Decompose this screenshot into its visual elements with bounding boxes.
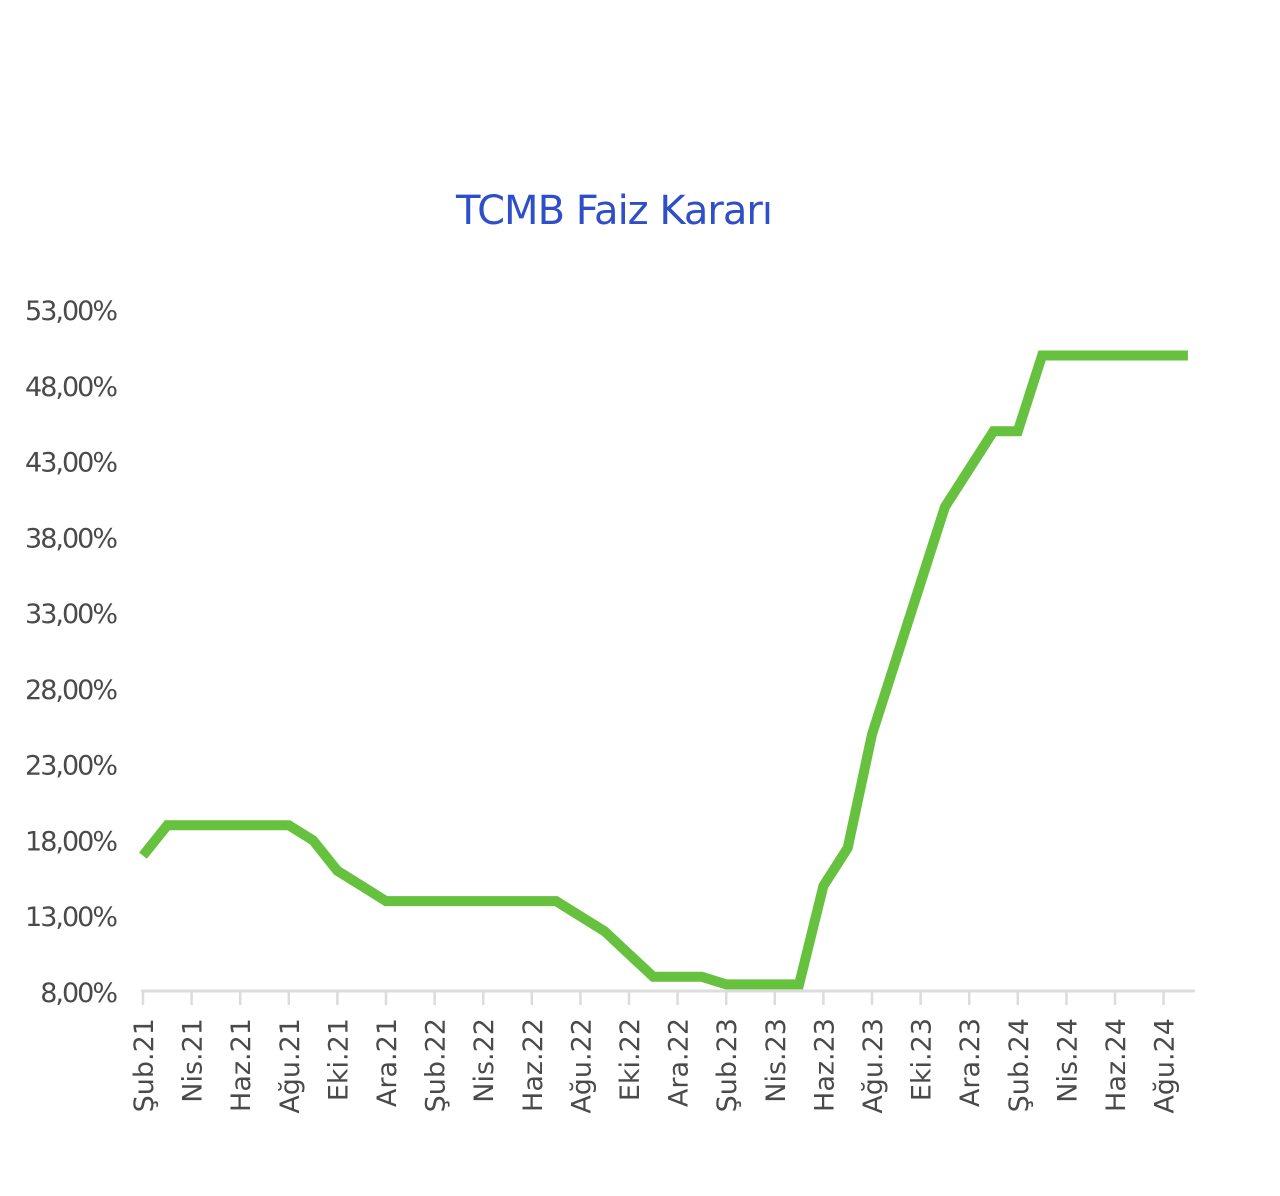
x-tick-label: Nis.24 xyxy=(1052,1018,1083,1103)
x-tick-label: Şub.24 xyxy=(1004,1018,1035,1112)
x-tick-label: Haz.23 xyxy=(809,1018,840,1112)
y-tick-label: 8,00% xyxy=(40,978,117,1009)
y-tick-label: 18,00% xyxy=(25,826,117,857)
x-tick-label: Ağu.24 xyxy=(1150,1018,1181,1114)
y-tick-label: 33,00% xyxy=(25,599,117,630)
x-tick-label: Şub.22 xyxy=(421,1018,452,1112)
x-tick-label: Ara.21 xyxy=(372,1018,403,1107)
y-tick-label: 38,00% xyxy=(25,523,117,554)
chart-title: TCMB Faiz Kararı xyxy=(456,188,773,234)
x-tick-label: Eki.21 xyxy=(323,1018,354,1101)
x-tick-label: Haz.24 xyxy=(1101,1018,1132,1112)
y-tick-label: 48,00% xyxy=(25,372,117,403)
data-line xyxy=(139,350,1188,990)
y-tick-label: 23,00% xyxy=(25,751,117,782)
x-tick-label: Haz.21 xyxy=(226,1018,257,1112)
x-tick-label: Şub.23 xyxy=(712,1018,743,1112)
x-tick-label: Ara.22 xyxy=(664,1018,695,1107)
x-tick-label: Nis.22 xyxy=(469,1018,500,1103)
y-tick-label: 43,00% xyxy=(25,448,117,479)
x-tick-label: Ağu.23 xyxy=(858,1018,889,1114)
y-tick-label: 13,00% xyxy=(25,902,117,933)
plot-area xyxy=(139,350,1188,990)
x-tick-label: Ağu.21 xyxy=(275,1018,306,1114)
y-tick-label: 28,00% xyxy=(25,675,117,706)
x-tick-label: Nis.21 xyxy=(178,1018,209,1103)
y-tick-label: 53,00% xyxy=(25,296,117,327)
x-tick-label: Ara.23 xyxy=(955,1018,986,1107)
x-tick-label: Şub.21 xyxy=(129,1018,160,1112)
x-axis: Şub.21 Nis.21 Haz.21 Ağu.21 Eki.21 Ara.21 Şub.… xyxy=(129,989,1195,1114)
x-tick-label: Ağu.22 xyxy=(566,1018,597,1114)
y-axis: 53,00% 48,00% 43,00% 38,00% 33,00% 28,00% 23,0… xyxy=(25,296,119,1009)
x-tick-label: Eki.23 xyxy=(907,1018,938,1101)
x-tick-label: Eki.22 xyxy=(615,1018,646,1101)
x-tick-label: Nis.23 xyxy=(761,1018,792,1103)
x-tick-label: Haz.22 xyxy=(518,1018,549,1112)
